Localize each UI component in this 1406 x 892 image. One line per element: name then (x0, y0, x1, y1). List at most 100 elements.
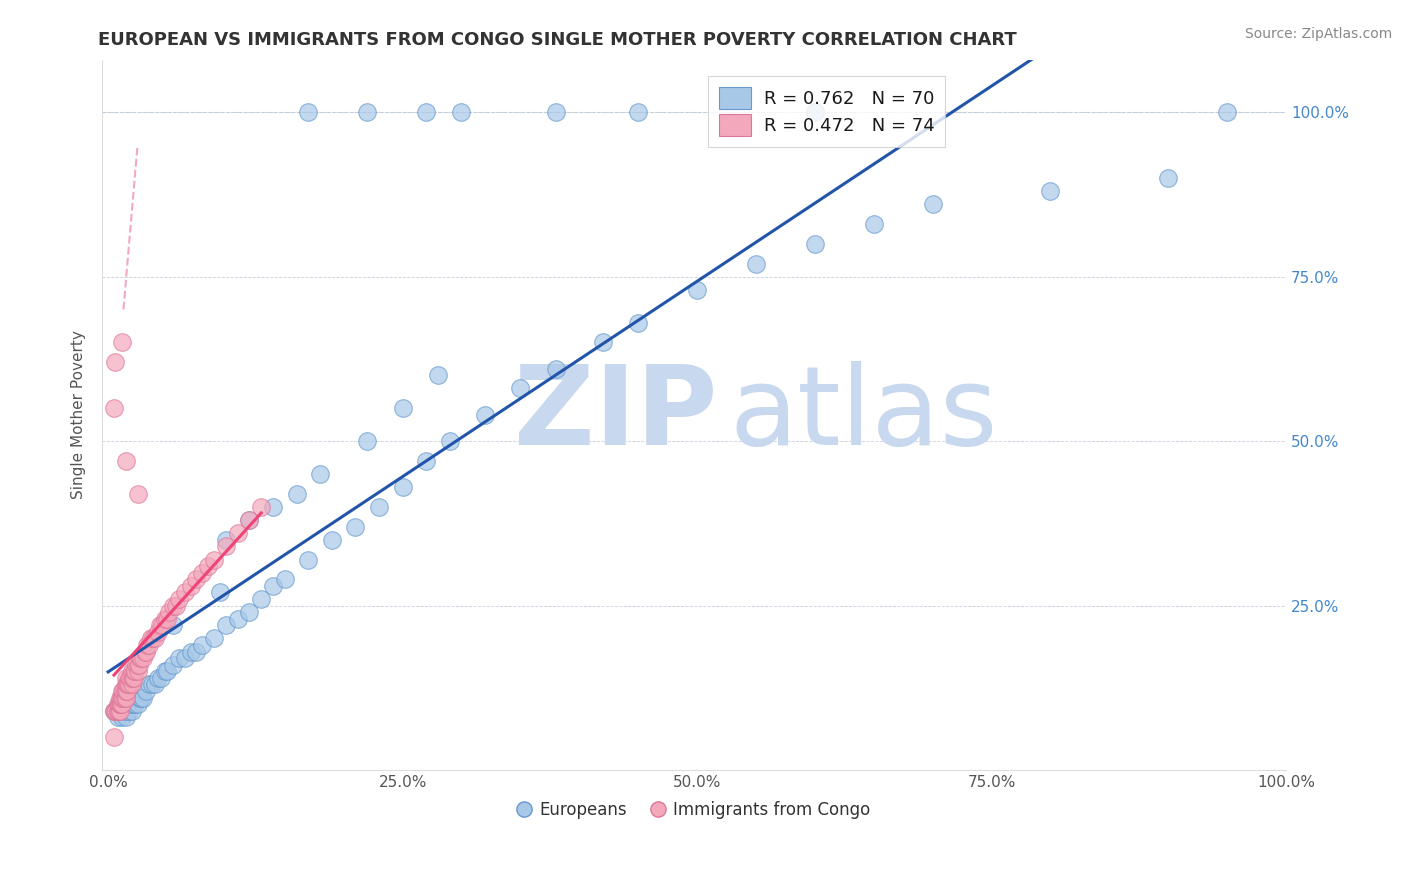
Point (115, 684, 138, 698)
Point (112, 704, 135, 718)
Point (149, 618, 172, 632)
Point (122, 697, 145, 711)
Point (439, 434, 461, 449)
Point (862, 217, 884, 231)
Point (114, 704, 136, 718)
Point (114, 684, 136, 698)
Point (146, 671, 169, 685)
Point (103, 401, 125, 416)
Point (238, 605, 260, 619)
Point (153, 612, 176, 626)
Point (107, 710, 129, 724)
Text: atlas: atlas (730, 361, 998, 468)
Point (285, 487, 308, 501)
Point (114, 684, 136, 698)
Point (104, 704, 127, 718)
Point (368, 500, 391, 514)
Point (321, 533, 343, 547)
Point (108, 690, 131, 705)
Point (215, 618, 238, 632)
Point (108, 697, 131, 711)
Point (150, 671, 173, 685)
Point (426, 368, 449, 383)
Point (162, 599, 184, 613)
Point (108, 697, 131, 711)
Point (627, 105, 650, 120)
Point (238, 513, 260, 527)
Y-axis label: Single Mother Poverty: Single Mother Poverty (72, 330, 86, 500)
Point (118, 671, 141, 685)
Text: EUROPEAN VS IMMIGRANTS FROM CONGO SINGLE MOTHER POVERTY CORRELATION CHART: EUROPEAN VS IMMIGRANTS FROM CONGO SINGLE… (98, 31, 1017, 49)
Point (121, 697, 143, 711)
Point (226, 526, 249, 541)
Point (167, 591, 190, 606)
Point (127, 697, 149, 711)
Point (114, 454, 136, 468)
Point (141, 677, 163, 691)
Point (111, 710, 134, 724)
Point (1157, 171, 1180, 186)
Point (121, 671, 143, 685)
Point (146, 624, 169, 639)
Point (344, 519, 367, 533)
Point (115, 704, 138, 718)
Point (127, 487, 149, 501)
Text: Source: ZipAtlas.com: Source: ZipAtlas.com (1244, 27, 1392, 41)
Point (108, 704, 131, 718)
Point (180, 579, 202, 593)
Point (391, 401, 413, 416)
Point (124, 665, 146, 679)
Point (162, 657, 184, 672)
Point (262, 579, 284, 593)
Point (202, 632, 225, 646)
Point (356, 434, 378, 449)
Point (117, 677, 139, 691)
Point (356, 105, 378, 120)
Point (121, 697, 143, 711)
Point (167, 651, 190, 665)
Point (127, 690, 149, 705)
Point (103, 704, 125, 718)
Point (173, 585, 195, 599)
Point (135, 644, 157, 658)
Point (186, 572, 208, 586)
Point (686, 283, 709, 297)
Point (745, 256, 768, 270)
Point (121, 677, 143, 691)
Point (215, 540, 238, 554)
Point (262, 500, 284, 514)
Point (191, 566, 214, 580)
Point (111, 335, 134, 350)
Point (103, 730, 125, 744)
Point (111, 690, 134, 705)
Point (129, 651, 152, 665)
Point (238, 513, 260, 527)
Point (114, 677, 136, 691)
Point (111, 684, 134, 698)
Point (156, 665, 179, 679)
Point (544, 361, 567, 376)
Point (120, 671, 142, 685)
Point (150, 618, 173, 632)
Point (157, 605, 180, 619)
Point (544, 105, 567, 120)
Point (112, 690, 135, 705)
Point (107, 704, 129, 718)
Point (114, 690, 136, 705)
Point (156, 612, 179, 626)
Point (165, 599, 187, 613)
Point (132, 651, 155, 665)
Point (134, 644, 156, 658)
Point (474, 408, 496, 422)
Legend: Europeans, Immigrants from Congo: Europeans, Immigrants from Congo (510, 794, 877, 826)
Point (921, 197, 943, 211)
Point (108, 704, 131, 718)
Point (208, 585, 231, 599)
Point (118, 677, 141, 691)
Point (103, 704, 125, 718)
Point (162, 618, 184, 632)
Point (143, 677, 166, 691)
Point (186, 644, 208, 658)
Point (121, 665, 143, 679)
Point (592, 335, 614, 350)
